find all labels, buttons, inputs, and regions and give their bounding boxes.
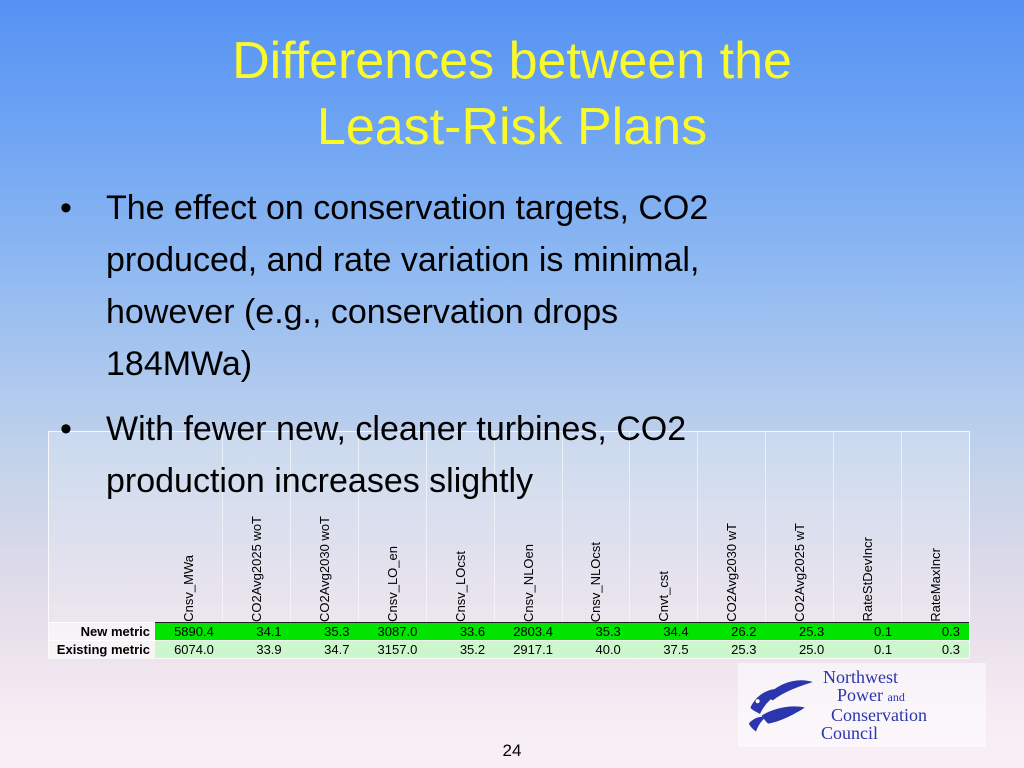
fish-eye (755, 699, 760, 704)
column-header-label: Cnsv_LOcst (452, 551, 468, 622)
table-body: New metric 5890.4 34.1 35.3 3087.0 33.6 2803.4… (49, 622, 969, 658)
logo-line: Council (821, 723, 878, 743)
bullet-text: With fewer new, cleaner turbines, CO2 pr… (106, 410, 687, 500)
table-column-header: Cnvt_cst (629, 432, 697, 622)
table-cell: 0.3 (901, 622, 969, 640)
column-header-label: Cnsv_NLOen (520, 543, 536, 622)
table-cell: 25.0 (765, 640, 834, 658)
column-header-label: CO2Avg2030 woT (316, 516, 332, 622)
column-header-label: Cnvt_cst (656, 571, 672, 622)
bullet-marker: • (60, 410, 72, 448)
table-cell: 2803.4 (494, 622, 562, 640)
bullet-text: The effect on conservation targets, CO2 … (106, 189, 709, 383)
table-cell: 35.3 (561, 622, 630, 640)
table-cell: 40.0 (561, 640, 630, 658)
table-cell: 33.6 (426, 622, 495, 640)
table-cell: 33.9 (222, 640, 291, 658)
column-header-label: CO2Avg2025 wT (792, 523, 808, 622)
bullet-list: • The effect on conservation targets, CO2… (60, 182, 965, 520)
table-cell: 5890.4 (155, 622, 223, 640)
column-header-label: RateMaxIncr (928, 548, 944, 622)
column-header-label: Cnsv_MWa (180, 555, 196, 622)
table-cell: 0.3 (901, 640, 969, 658)
table-row: Existing metric 6074.0 33.9 34.7 3157.0 35.2 2… (49, 640, 969, 658)
metrics-table: Cnsv_MWa CO2Avg2025 woT CO2Avg2030 woT Cnsv… (48, 431, 970, 659)
table-cell: 34.4 (629, 622, 698, 640)
table-cell: 34.7 (290, 640, 359, 658)
bullet-marker: • (60, 189, 72, 227)
table-cell: 2917.1 (494, 640, 562, 658)
table-cell: 37.5 (629, 640, 698, 658)
council-logo: Northwest Power and Conservation Council (738, 663, 986, 747)
column-header-label: CO2Avg2025 woT (248, 516, 264, 622)
table-column-header: RateMaxIncr (901, 432, 969, 622)
table-cell: 0.1 (833, 622, 902, 640)
table-column-header: CO2Avg2025 wT (765, 432, 833, 622)
table-cell: 6074.0 (155, 640, 223, 658)
table-column-header: Cnsv_LO_en (357, 432, 426, 622)
logo-line: Power and (837, 685, 905, 705)
table-column-header: CO2Avg2025 woT (221, 432, 290, 622)
table-cell: 34.1 (222, 622, 291, 640)
table-cell: 35.2 (426, 640, 495, 658)
table-row: New metric 5890.4 34.1 35.3 3087.0 33.6 2803.4… (49, 622, 969, 640)
column-header-label: Cnsv_LO_en (384, 546, 400, 622)
logo-line: Conservation (831, 705, 927, 725)
bullet-item: • The effect on conservation targets, CO2… (60, 182, 965, 390)
table-column-header: CO2Avg2030 wT (697, 432, 765, 622)
logo-line: Northwest (823, 667, 898, 687)
slide-title: Differences between the Least-Risk Plans (232, 32, 792, 156)
table-cell: 26.2 (697, 622, 766, 640)
table-column-header: Cnsv_LOcst (425, 432, 494, 622)
bullet-item: • With fewer new, cleaner turbines, CO2 p… (60, 403, 965, 507)
page-number: 24 (502, 741, 522, 760)
logo-text: Northwest Power and Conservation Council (818, 668, 927, 742)
table-cell: 3157.0 (358, 640, 427, 658)
table-cell: 35.3 (290, 622, 359, 640)
row-label: New metric (49, 622, 155, 640)
column-header-label: RateStDevIncr (860, 537, 876, 622)
row-label: Existing metric (49, 640, 155, 658)
table-column-header: Cnsv_NLOcst (561, 432, 630, 622)
table-cell: 25.3 (765, 622, 834, 640)
column-header-label: Cnsv_NLOcst (588, 541, 604, 622)
fish-waves-icon (748, 680, 813, 732)
table-column-header: CO2Avg2030 woT (289, 432, 358, 622)
table-cell: 0.1 (833, 640, 902, 658)
table-header-row: Cnsv_MWa CO2Avg2025 woT CO2Avg2030 woT Cnsv… (155, 432, 969, 622)
table-column-header: Cnsv_NLOen (493, 432, 562, 622)
table-cell: 25.3 (697, 640, 766, 658)
table-cell: 3087.0 (358, 622, 427, 640)
column-header-label: CO2Avg2030 wT (724, 523, 740, 622)
table-column-header: RateStDevIncr (833, 432, 901, 622)
